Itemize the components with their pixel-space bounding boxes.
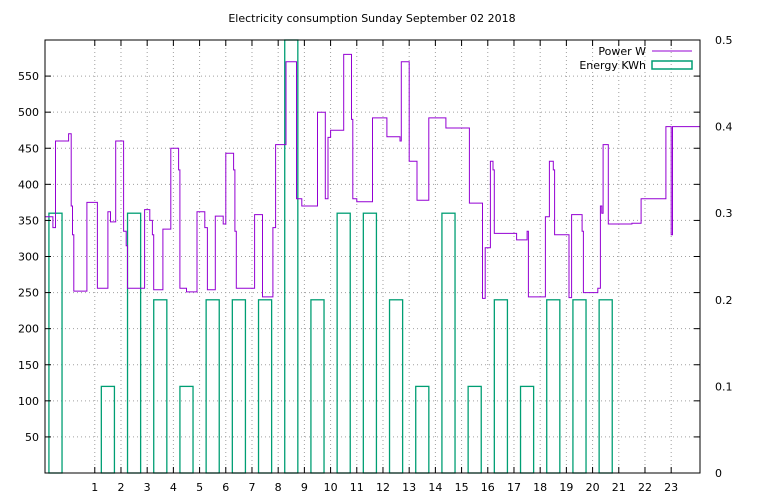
energy-bar [467,385,482,474]
energy-bar [441,212,456,474]
energy-bar [48,212,63,474]
x-tick-label: 2 [117,481,124,494]
energy-bar [546,299,561,474]
y-tick-label-left: 450 [18,142,39,155]
energy-bar [153,299,168,474]
x-tick-label: 21 [612,481,626,494]
y-tick-label-left: 150 [18,359,39,372]
x-axis: 1 2 3 4 5 6 7 8 9 10 11 12 13 14 15 16 17 18 19 20 21 22 23 [91,40,678,494]
x-tick-label: 7 [248,481,255,494]
y-tick-label-right: 0 [715,467,722,480]
energy-bar [126,212,142,474]
energy-bar [493,299,509,474]
y-tick-label-left: 100 [18,395,39,408]
energy-bar [257,299,273,474]
x-tick-label: 5 [196,481,203,494]
x-tick-label: 3 [144,481,151,494]
x-tick-label: 4 [170,481,177,494]
legend-swatch-energy [651,60,693,70]
y-tick-label-left: 350 [18,214,39,227]
x-tick-label: 15 [455,481,469,494]
x-tick-label: 20 [586,481,600,494]
x-tick-label: 9 [301,481,308,494]
y-tick-label-right: 0.4 [715,121,733,134]
legend: Power W Energy KWh [579,45,693,72]
energy-bar [572,299,587,474]
x-tick-label: 17 [507,481,521,494]
y-axis-left: 50 100 150 200 250 300 350 400 450 500 550 [18,70,700,444]
chart-title: Electricity consumption Sunday September… [228,12,515,25]
energy-bar [598,299,613,474]
x-tick-label: 16 [481,481,495,494]
y-tick-label-left: 250 [18,287,39,300]
y-tick-label-left: 550 [18,70,39,83]
energy-bar [362,212,378,474]
y-tick-label-left: 500 [18,106,39,119]
x-tick-label: 6 [222,481,229,494]
y-tick-label-left: 400 [18,178,39,191]
y-tick-label-left: 50 [25,431,39,444]
x-tick-label: 10 [324,481,338,494]
energy-bar [415,385,430,474]
legend-label-power: Power W [598,45,646,58]
energy-bar [100,385,116,474]
x-tick-label: 11 [350,481,364,494]
x-tick-label: 19 [559,481,573,494]
x-tick-label: 1 [91,481,98,494]
y-tick-label-left: 200 [18,323,39,336]
grid [45,40,700,473]
y-axis-right: 0 0.1 0.2 0.3 0.4 0.5 [715,34,733,480]
y-tick-label-right: 0.5 [715,34,733,47]
y-tick-label-right: 0.3 [715,207,733,220]
x-tick-label: 14 [428,481,442,494]
energy-bar [388,299,404,474]
energy-bar [519,385,535,474]
x-tick-label: 8 [275,481,282,494]
energy-bar [179,385,194,474]
y-tick-label-right: 0.2 [715,294,733,307]
power-series [45,53,700,299]
x-tick-label: 18 [533,481,547,494]
energy-bar [205,299,220,474]
x-tick-label: 22 [638,481,652,494]
x-tick-label: 13 [402,481,416,494]
legend-label-energy: Energy KWh [579,59,646,72]
energy-bar [231,299,247,474]
energy-bar [310,299,325,474]
energy-bar [284,39,299,474]
power-line [45,53,700,299]
energy-bar [336,212,351,474]
x-tick-label: 12 [376,481,390,494]
x-tick-label: 23 [664,481,678,494]
y-tick-label-left: 300 [18,251,39,264]
y-tick-label-right: 0.1 [715,380,733,393]
